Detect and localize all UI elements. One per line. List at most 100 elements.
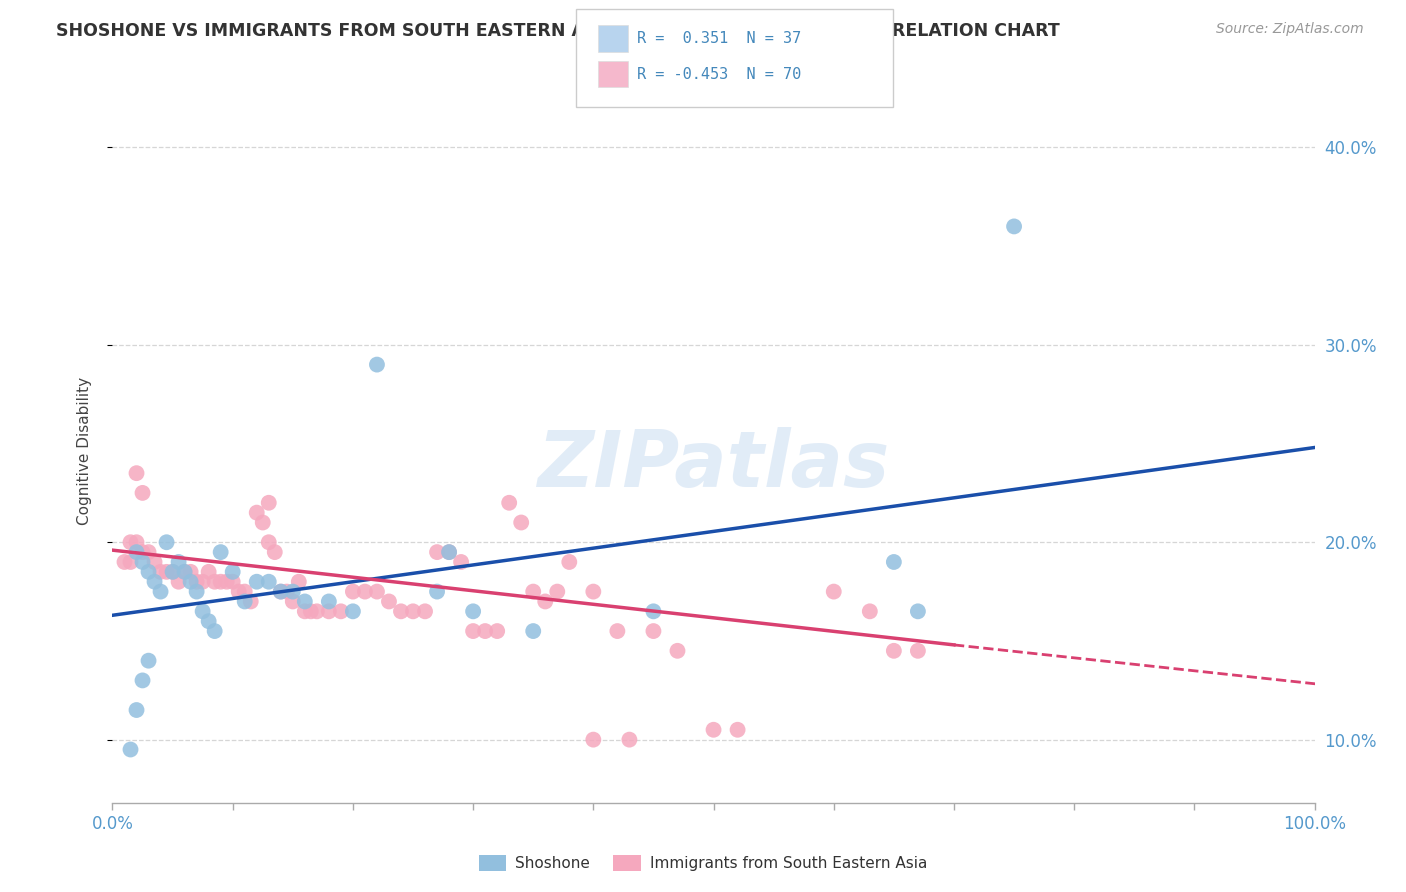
Point xyxy=(606,624,628,638)
Point xyxy=(222,565,245,579)
Point xyxy=(558,555,581,569)
Point xyxy=(149,584,172,599)
Point xyxy=(378,594,401,608)
Point xyxy=(270,584,292,599)
Point xyxy=(450,555,472,569)
Point xyxy=(173,565,195,579)
Point xyxy=(162,565,184,579)
Point xyxy=(426,545,449,559)
Point xyxy=(859,604,882,618)
Point xyxy=(239,594,262,608)
Point xyxy=(329,604,352,618)
Point xyxy=(125,466,148,480)
Point xyxy=(131,486,153,500)
Point xyxy=(186,584,208,599)
Point xyxy=(180,574,202,589)
Text: R = -0.453  N = 70: R = -0.453 N = 70 xyxy=(637,67,801,81)
Point xyxy=(534,594,557,608)
Point xyxy=(288,574,311,589)
Point xyxy=(426,584,449,599)
Point xyxy=(222,574,245,589)
Point xyxy=(474,624,496,638)
Point xyxy=(510,516,533,530)
Point xyxy=(233,594,256,608)
Point xyxy=(666,644,689,658)
Point xyxy=(125,545,148,559)
Point xyxy=(228,584,250,599)
Point xyxy=(138,654,160,668)
Text: ZIPatlas: ZIPatlas xyxy=(537,426,890,502)
Point xyxy=(294,594,316,608)
Point xyxy=(342,584,364,599)
Point xyxy=(354,584,377,599)
Point xyxy=(131,545,153,559)
Legend: Shoshone, Immigrants from South Eastern Asia: Shoshone, Immigrants from South Eastern … xyxy=(472,849,934,877)
Point xyxy=(197,565,219,579)
Point xyxy=(907,644,929,658)
Point xyxy=(215,574,238,589)
Point xyxy=(437,545,460,559)
Point xyxy=(643,604,665,618)
Text: R =  0.351  N = 37: R = 0.351 N = 37 xyxy=(637,31,801,45)
Point xyxy=(143,555,166,569)
Point xyxy=(257,535,280,549)
Point xyxy=(437,545,460,559)
Point xyxy=(138,545,160,559)
Point xyxy=(197,614,219,628)
Point xyxy=(619,732,641,747)
Point xyxy=(342,604,364,618)
Point xyxy=(131,555,153,569)
Point xyxy=(823,584,845,599)
Point xyxy=(305,604,328,618)
Point xyxy=(204,624,226,638)
Point xyxy=(155,535,177,549)
Point xyxy=(486,624,509,638)
Point xyxy=(131,673,153,688)
Point xyxy=(125,703,148,717)
Point xyxy=(498,496,520,510)
Point xyxy=(883,555,905,569)
Point xyxy=(143,574,166,589)
Point xyxy=(209,574,232,589)
Point xyxy=(546,584,568,599)
Point xyxy=(173,565,195,579)
Point xyxy=(522,624,544,638)
Point xyxy=(318,604,340,618)
Point xyxy=(138,565,160,579)
Point xyxy=(461,604,484,618)
Point xyxy=(883,644,905,658)
Point xyxy=(389,604,412,618)
Point xyxy=(1002,219,1025,234)
Point xyxy=(582,732,605,747)
Point xyxy=(522,584,544,599)
Text: Source: ZipAtlas.com: Source: ZipAtlas.com xyxy=(1216,22,1364,37)
Point xyxy=(120,742,142,756)
Point xyxy=(167,574,190,589)
Point xyxy=(233,584,256,599)
Point xyxy=(204,574,226,589)
Point xyxy=(402,604,425,618)
Point xyxy=(209,545,232,559)
Point xyxy=(191,574,214,589)
Point xyxy=(270,584,292,599)
Point xyxy=(281,594,304,608)
Point xyxy=(167,555,190,569)
Point xyxy=(318,594,340,608)
Text: SHOSHONE VS IMMIGRANTS FROM SOUTH EASTERN ASIA COGNITIVE DISABILITY CORRELATION : SHOSHONE VS IMMIGRANTS FROM SOUTH EASTER… xyxy=(56,22,1060,40)
Y-axis label: Cognitive Disability: Cognitive Disability xyxy=(77,376,91,524)
Point xyxy=(125,535,148,549)
Point xyxy=(366,584,388,599)
Point xyxy=(294,604,316,618)
Point xyxy=(162,565,184,579)
Point xyxy=(191,604,214,618)
Point xyxy=(907,604,929,618)
Point xyxy=(252,516,274,530)
Point xyxy=(246,506,269,520)
Point xyxy=(257,496,280,510)
Point xyxy=(413,604,436,618)
Point xyxy=(702,723,725,737)
Point xyxy=(276,584,298,599)
Point xyxy=(149,565,172,579)
Point xyxy=(263,545,285,559)
Point xyxy=(120,555,142,569)
